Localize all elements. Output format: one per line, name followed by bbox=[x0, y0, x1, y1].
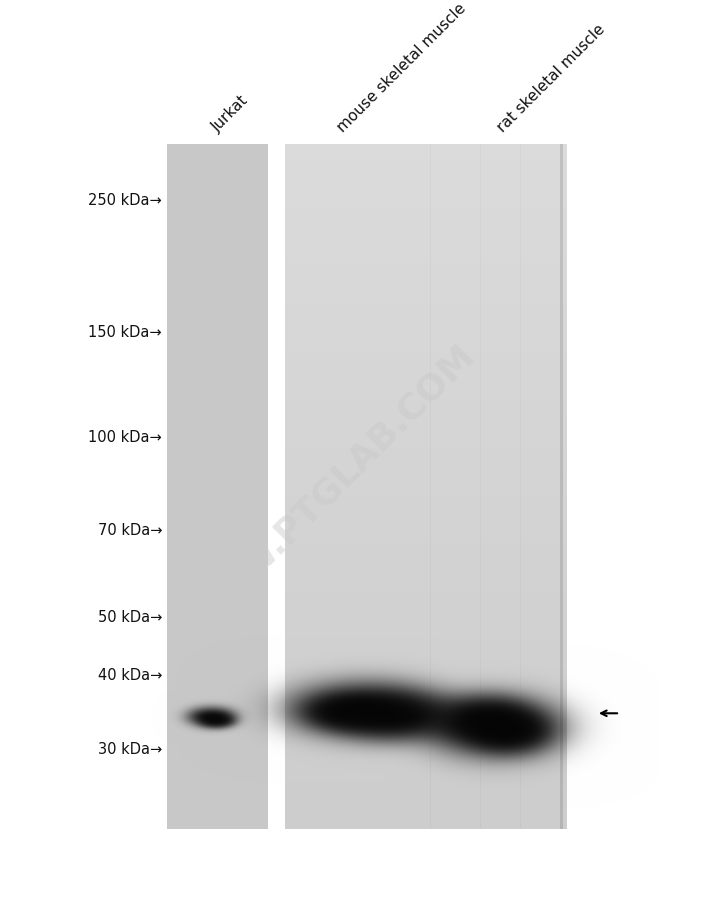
Text: mouse skeletal muscle: mouse skeletal muscle bbox=[335, 1, 469, 135]
Text: 250 kDa→: 250 kDa→ bbox=[88, 193, 162, 208]
Text: 100 kDa→: 100 kDa→ bbox=[88, 430, 162, 445]
Text: WWW.PTGLAB.COM: WWW.PTGLAB.COM bbox=[178, 337, 482, 641]
Text: 150 kDa→: 150 kDa→ bbox=[89, 325, 162, 340]
Text: 50 kDa→: 50 kDa→ bbox=[98, 609, 162, 624]
Text: rat skeletal muscle: rat skeletal muscle bbox=[494, 22, 608, 135]
Text: 70 kDa→: 70 kDa→ bbox=[97, 522, 162, 538]
Text: Jurkat: Jurkat bbox=[209, 93, 252, 135]
Text: 40 kDa→: 40 kDa→ bbox=[98, 667, 162, 682]
Text: 30 kDa→: 30 kDa→ bbox=[98, 741, 162, 757]
